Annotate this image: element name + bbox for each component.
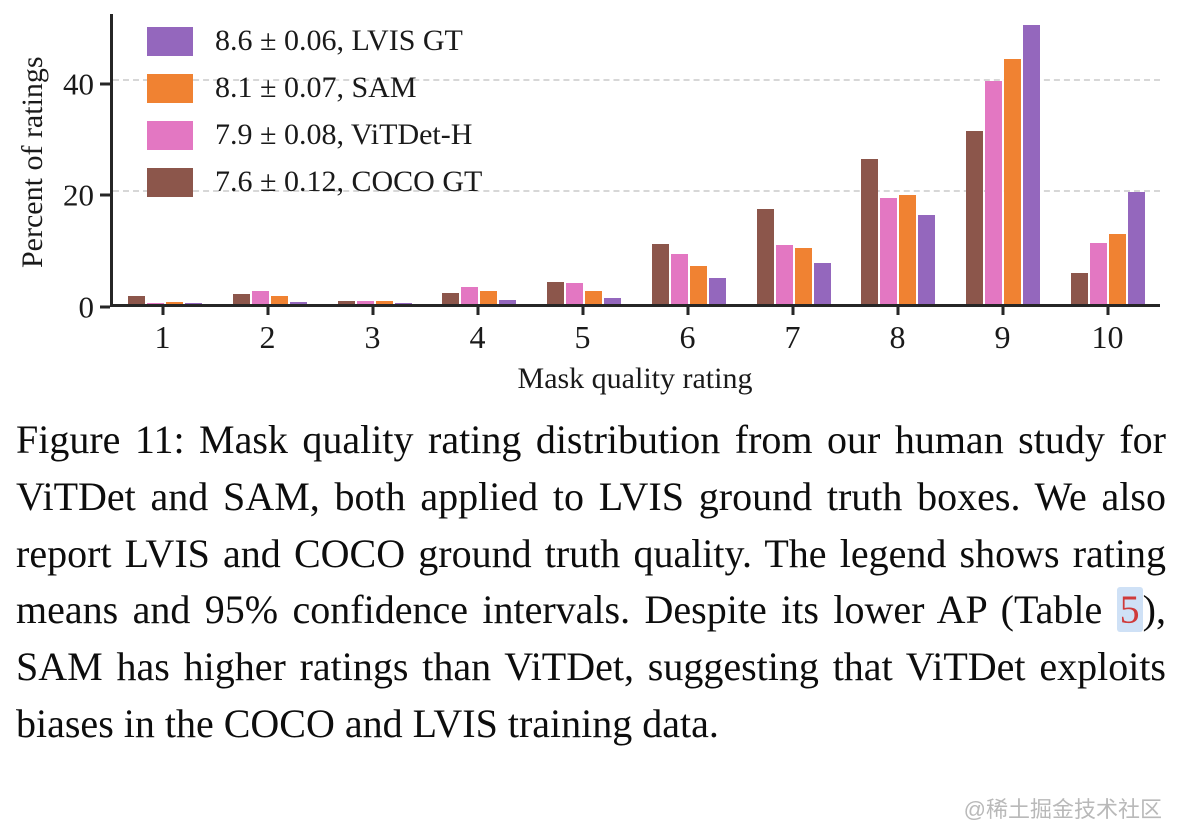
bar-sam xyxy=(1003,58,1021,304)
bar-vitdet-h xyxy=(670,253,688,304)
bar-sam xyxy=(375,300,393,304)
bar-coco-gt xyxy=(1070,273,1088,304)
bar-lvis-gt xyxy=(1127,192,1145,304)
y-axis-label: Percent of ratings xyxy=(16,56,49,268)
bar-group-3 xyxy=(322,14,427,304)
x-tick-label: 5 xyxy=(530,307,635,356)
legend-swatch xyxy=(147,120,193,150)
y-tick-label: 0 xyxy=(78,289,95,325)
bar-vitdet-h xyxy=(775,245,793,304)
watermark: @稀土掘金技术社区 xyxy=(963,797,1162,822)
y-axis: 0 20 40 xyxy=(54,14,110,323)
bar-sam xyxy=(794,248,812,304)
x-tick-label: 8 xyxy=(845,307,950,356)
x-axis: 1 2 3 4 5 6 7 8 9 10 xyxy=(110,307,1160,356)
legend-label: 8.6 ± 0.06, LVIS GT xyxy=(215,24,463,57)
bar-groups xyxy=(113,14,1160,304)
bar-sam xyxy=(166,301,184,304)
bar-coco-gt xyxy=(861,159,879,304)
bar-lvis-gt xyxy=(394,302,412,304)
gridline xyxy=(113,190,1160,193)
bar-group-7 xyxy=(741,14,846,304)
bar-lvis-gt xyxy=(918,214,936,304)
legend: 8.6 ± 0.06, LVIS GT 8.1 ± 0.07, SAM 7.9 ± … xyxy=(147,24,482,212)
figure-11: Percent of ratings 0 20 40 8.6 ± 0.06, LVI… xyxy=(0,0,1186,753)
x-tick-label: 6 xyxy=(635,307,740,356)
bar-group-6 xyxy=(637,14,742,304)
y-tick-mark xyxy=(100,305,110,309)
x-tick-label: 7 xyxy=(740,307,845,356)
legend-swatch xyxy=(147,26,193,56)
legend-label: 7.9 ± 0.08, ViTDet-H xyxy=(215,118,473,151)
bar-coco-gt xyxy=(651,243,669,304)
caption-text-after-link: ), SAM has higher ratings than ViTDet, s… xyxy=(16,587,1166,746)
bar-lvis-gt xyxy=(813,263,831,304)
bar-group-2 xyxy=(218,14,323,304)
bar-group-9 xyxy=(951,14,1056,304)
y-tick-label: 20 xyxy=(63,177,94,213)
bar-coco-gt xyxy=(756,209,774,304)
bar-vitdet-h xyxy=(984,80,1002,304)
bar-coco-gt xyxy=(233,293,251,304)
bar-lvis-gt xyxy=(1022,25,1040,304)
x-tick-label: 3 xyxy=(320,307,425,356)
bar-coco-gt xyxy=(128,295,146,304)
bar-vitdet-h xyxy=(461,287,479,304)
bar-sam xyxy=(899,195,917,304)
bar-group-10 xyxy=(1055,14,1160,304)
bar-lvis-gt xyxy=(499,300,517,304)
x-tick-label: 1 xyxy=(110,307,215,356)
bar-vitdet-h xyxy=(147,302,165,304)
bar-sam xyxy=(271,295,289,304)
legend-item: 8.6 ± 0.06, LVIS GT xyxy=(147,24,482,58)
gridline xyxy=(113,78,1160,81)
bar-vitdet-h xyxy=(252,291,270,304)
bar-lvis-gt xyxy=(708,277,726,304)
bar-group-8 xyxy=(846,14,951,304)
x-tick-label: 9 xyxy=(950,307,1055,356)
y-tick-label: 40 xyxy=(63,66,94,102)
bar-sam xyxy=(480,290,498,304)
table-5-link[interactable]: 5 xyxy=(1116,587,1143,633)
x-tick-label: 2 xyxy=(215,307,320,356)
plot-column: 8.6 ± 0.06, LVIS GT 8.1 ± 0.07, SAM 7.9 ± … xyxy=(110,14,1160,396)
bar-group-5 xyxy=(532,14,637,304)
legend-label: 7.6 ± 0.12, COCO GT xyxy=(215,165,483,198)
bar-coco-gt xyxy=(547,281,565,304)
bar-vitdet-h xyxy=(880,198,898,304)
bar-coco-gt xyxy=(337,301,355,304)
bar-vitdet-h xyxy=(1089,242,1107,304)
legend-swatch xyxy=(147,167,193,197)
bar-sam xyxy=(1108,234,1126,304)
plot-area: 8.6 ± 0.06, LVIS GT 8.1 ± 0.07, SAM 7.9 ± … xyxy=(110,14,1160,307)
x-axis-label: Mask quality rating xyxy=(517,362,753,395)
y-tick-mark xyxy=(100,82,110,86)
bar-group-4 xyxy=(427,14,532,304)
bar-lvis-gt xyxy=(185,303,203,304)
legend-label: 8.1 ± 0.07, SAM xyxy=(215,71,417,104)
legend-swatch xyxy=(147,73,193,103)
bar-vitdet-h xyxy=(356,300,374,304)
chart: Percent of ratings 0 20 40 8.6 ± 0.06, LVI… xyxy=(12,14,1170,396)
x-tick-label: 10 xyxy=(1055,307,1160,356)
caption-text-before-link: Figure 11: Mask quality rating distribut… xyxy=(16,417,1166,633)
bar-sam xyxy=(585,290,603,304)
bar-coco-gt xyxy=(965,131,983,304)
x-tick-label: 4 xyxy=(425,307,530,356)
legend-item: 7.6 ± 0.12, COCO GT xyxy=(147,165,482,199)
legend-item: 8.1 ± 0.07, SAM xyxy=(147,71,482,105)
figure-caption: Figure 11: Mask quality rating distribut… xyxy=(16,412,1166,753)
bar-sam xyxy=(689,266,707,304)
bar-coco-gt xyxy=(442,292,460,304)
legend-item: 7.9 ± 0.08, ViTDet-H xyxy=(147,118,482,152)
bar-group-1 xyxy=(113,14,218,304)
bar-lvis-gt xyxy=(604,298,622,304)
bar-lvis-gt xyxy=(290,302,308,304)
y-tick-mark xyxy=(100,193,110,197)
bar-vitdet-h xyxy=(566,282,584,304)
